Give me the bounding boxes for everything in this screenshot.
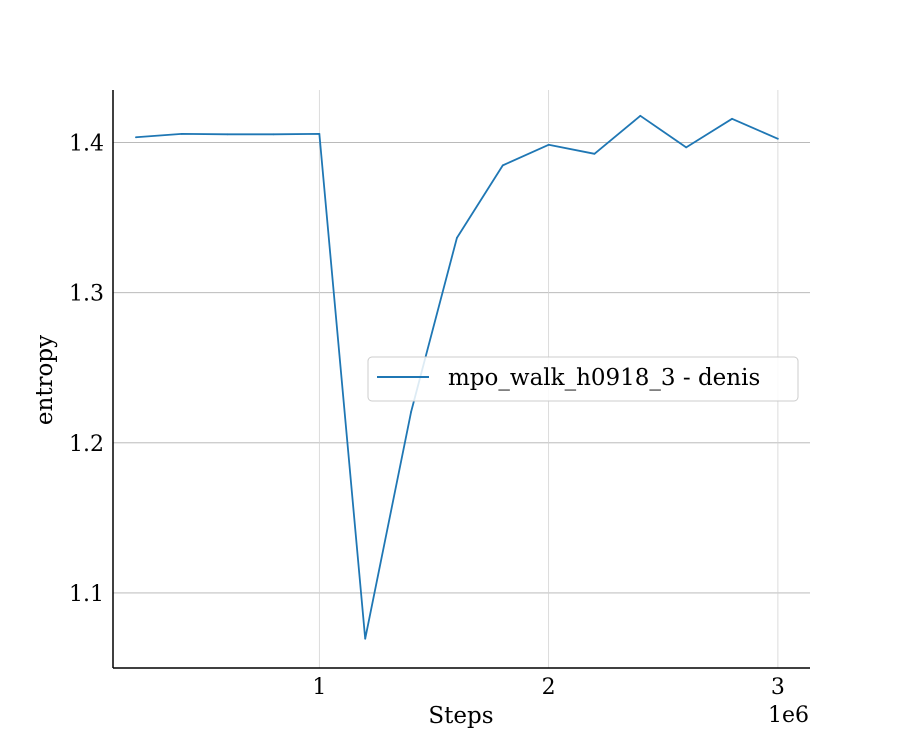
x-tick-label: 1 [312,675,326,700]
x-offset-label: 1e6 [768,703,809,728]
data-point [226,133,229,136]
data-point [685,146,688,149]
x-tick-label: 2 [542,675,556,700]
data-point [180,132,183,135]
legend: mpo_walk_h0918_3 - denis [367,356,799,402]
y-tick-label: 1.2 [69,432,104,457]
y-tick-label: 1.3 [69,282,104,307]
axes [112,90,810,669]
series [135,114,779,640]
data-point [731,117,733,120]
legend-entry-label: mpo_walk_h0918_3 - denis [448,365,760,391]
data-point [777,137,779,140]
data-point [501,164,504,167]
data-point [547,143,550,146]
data-point [272,133,275,136]
x-axis-label: Steps [428,703,493,729]
data-point [456,236,458,239]
data-point [135,136,137,139]
y-tick-label: 1.4 [69,132,104,157]
data-point [639,114,642,117]
legend-box [367,356,799,402]
y-tick-label: 1.1 [69,582,104,607]
tick-labels: 1.1 1.2 1.3 1.4 1 2 3 [69,132,785,700]
x-tick-label: 3 [771,675,785,700]
data-point [364,637,367,640]
data-point [410,411,412,413]
y-axis-label: entropy [32,335,58,425]
data-point [593,152,596,155]
data-point [318,132,321,135]
